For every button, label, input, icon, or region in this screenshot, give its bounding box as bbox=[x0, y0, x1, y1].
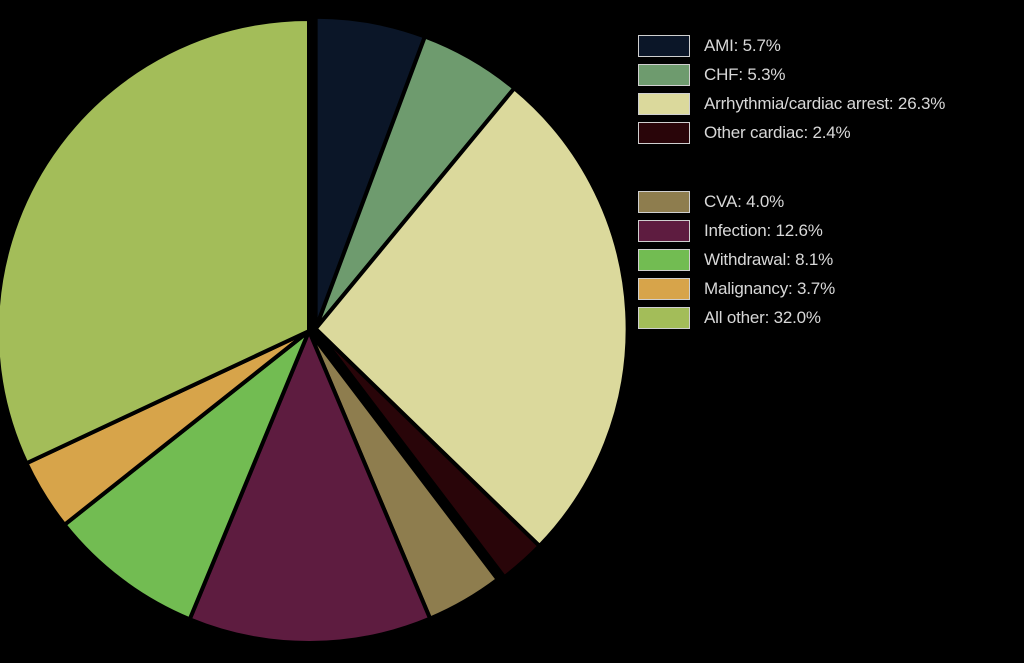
legend-swatch-chf bbox=[638, 64, 690, 86]
pie-slice-withdrawal bbox=[61, 324, 314, 622]
legend-label-ami: AMI: 5.7% bbox=[704, 36, 781, 55]
legend-label-all-other: All other: 32.0% bbox=[704, 308, 821, 327]
pie-slice-infection bbox=[187, 325, 433, 645]
legend-cardiac-group: AMI: 5.7% CHF: 5.3% Arrhythmia/cardiac a… bbox=[638, 34, 1018, 150]
legend-label-arrhythmia: Arrhythmia/cardiac arrest: 26.3% bbox=[704, 94, 946, 113]
legend-swatch-malignancy bbox=[638, 278, 690, 300]
legend-swatch-withdrawal bbox=[638, 249, 690, 271]
legend-item-infection: Infection: 12.6% bbox=[638, 219, 1018, 243]
legend-swatch-all-other bbox=[638, 307, 690, 329]
legend-swatch-ami bbox=[638, 35, 690, 57]
legend-item-arrhythmia: Arrhythmia/cardiac arrest: 26.3% bbox=[638, 92, 1018, 116]
pie-slice-all-other bbox=[0, 16, 311, 466]
legend-noncardiac-group: CVA: 4.0% Infection: 12.6% Withdrawal: 8… bbox=[638, 190, 1018, 335]
legend-item-other-cardiac: Other cardiac: 2.4% bbox=[638, 121, 1018, 145]
legend-label-chf: CHF: 5.3% bbox=[704, 65, 786, 84]
legend-item-all-other: All other: 32.0% bbox=[638, 306, 1018, 330]
legend-swatch-other-cardiac bbox=[638, 122, 690, 144]
legend-label-malignancy: Malignancy: 3.7% bbox=[704, 279, 835, 298]
legend-swatch-arrhythmia bbox=[638, 93, 690, 115]
pie-slice-other-cardiac bbox=[314, 327, 543, 581]
legend-swatch-infection bbox=[638, 220, 690, 242]
legend-label-cva: CVA: 4.0% bbox=[704, 192, 785, 211]
legend-label-infection: Infection: 12.6% bbox=[704, 221, 823, 240]
legend-swatch-cva bbox=[638, 191, 690, 213]
legend-item-ami: AMI: 5.7% bbox=[638, 34, 1018, 58]
legend-label-withdrawal: Withdrawal: 8.1% bbox=[704, 250, 834, 269]
legend-item-withdrawal: Withdrawal: 8.1% bbox=[638, 248, 1018, 272]
pie-slice-arrhythmia-cardiac-arrest bbox=[312, 85, 630, 549]
legend-item-cva: CVA: 4.0% bbox=[638, 190, 1018, 214]
legend-label-other-cardiac: Other cardiac: 2.4% bbox=[704, 123, 851, 142]
legend-item-malignancy: Malignancy: 3.7% bbox=[638, 277, 1018, 301]
legend-item-chf: CHF: 5.3% bbox=[638, 63, 1018, 87]
